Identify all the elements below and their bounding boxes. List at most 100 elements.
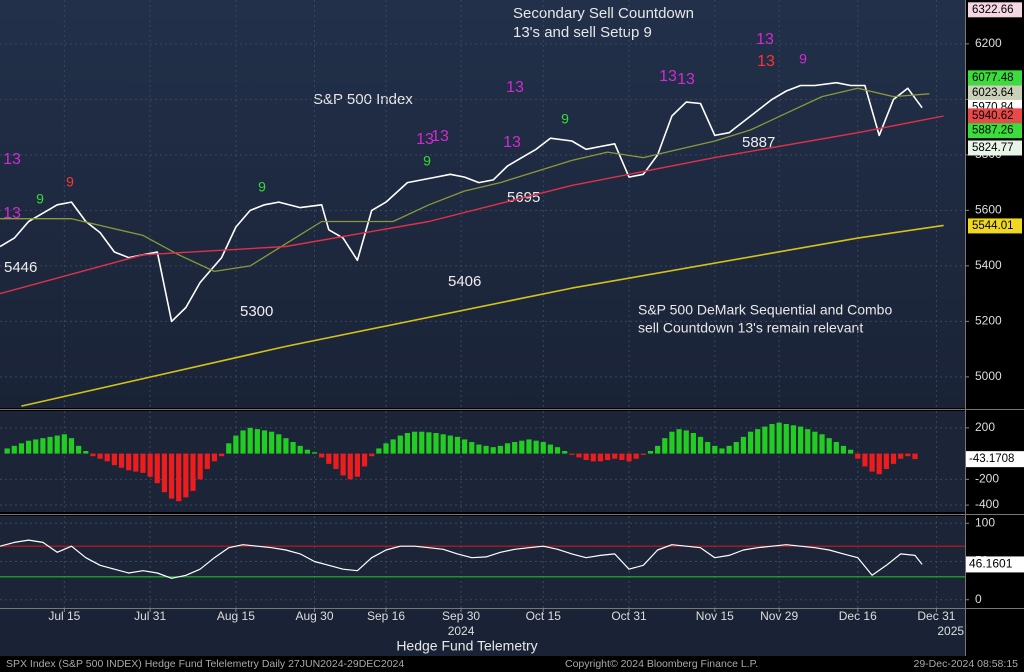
x-tick-label: Aug 30	[295, 609, 333, 623]
note: 13's and sell Setup 9	[513, 24, 652, 41]
series-line	[0, 87, 930, 273]
footer-left: SPX Index (S&P 500 INDEX) Hedge Fund Tel…	[6, 658, 404, 670]
footer-right: 29-Dec-2024 08:58:15	[914, 658, 1019, 670]
histogram-bar	[762, 426, 768, 454]
histogram-bar	[862, 453, 868, 467]
histogram-bar	[912, 453, 918, 460]
histogram-bar	[554, 447, 561, 454]
histogram-bar	[340, 453, 346, 476]
price-label: 5940.62	[972, 110, 1014, 122]
price-label-box	[968, 85, 1022, 101]
histogram-bar	[676, 429, 682, 454]
histogram-bar	[690, 433, 696, 454]
histogram-bar	[261, 430, 268, 454]
histogram-bar	[326, 453, 332, 464]
demark-count: 13	[757, 53, 775, 70]
price-panel	[0, 0, 965, 408]
price-label-box	[968, 218, 1022, 234]
price-label-box	[968, 70, 1022, 86]
histogram-bar	[183, 453, 189, 498]
histogram-bar	[333, 453, 339, 470]
histogram-bar	[25, 440, 32, 454]
histogram-bar	[83, 451, 89, 454]
price-label: 5544.01	[972, 220, 1014, 232]
x-tick-label: Oct 15	[526, 609, 562, 623]
histogram-bar	[740, 436, 747, 454]
x-tick-label: Jul 31	[134, 609, 166, 623]
level-annotation: 5887	[742, 134, 775, 151]
y-tick-label: 6200	[975, 36, 1002, 50]
x-tick-label: Nov 15	[696, 609, 734, 623]
note: S&P 500 DeMark Sequential and Combo	[638, 302, 892, 318]
histogram-bar	[533, 440, 539, 454]
histogram-bar	[547, 444, 554, 454]
histogram-bar	[497, 445, 503, 454]
y-tick-label: 100	[975, 515, 995, 529]
histogram-bar	[290, 442, 296, 454]
x-axis-area	[0, 608, 965, 656]
histogram-bar	[68, 438, 75, 454]
level-annotation: 5300	[240, 303, 273, 320]
demark-count: 9	[258, 179, 266, 195]
histogram-bar	[311, 452, 318, 454]
last-value-box	[966, 451, 1024, 468]
histogram-bar	[133, 453, 139, 472]
y-tick-label: 200	[975, 420, 995, 434]
price-label: 6023.64	[972, 87, 1014, 99]
histogram-bar	[111, 453, 117, 466]
histogram-bar	[604, 453, 611, 461]
histogram-bar	[18, 443, 25, 454]
histogram-bar	[490, 447, 496, 454]
histogram-bar	[426, 432, 432, 454]
footer-bar	[0, 656, 1024, 672]
histogram-bar	[712, 445, 718, 454]
histogram-bar	[433, 433, 439, 454]
year-label: 2024	[448, 624, 475, 638]
histogram-bar	[104, 453, 110, 462]
histogram-bar	[669, 431, 675, 454]
histogram-bar	[4, 448, 10, 454]
price-label: 6322.66	[972, 4, 1014, 16]
histogram-bar	[168, 453, 175, 499]
histogram-bar	[47, 436, 53, 454]
histogram-bar	[797, 426, 804, 454]
histogram-bar	[76, 445, 82, 454]
histogram-bar	[583, 453, 589, 461]
histogram-bar	[655, 445, 661, 454]
y-tick-label: 0	[975, 592, 982, 606]
histogram-bar	[383, 443, 389, 454]
x-tick-label: Dec 31	[917, 609, 955, 623]
histogram-bar	[540, 442, 546, 454]
histogram-bar	[597, 453, 604, 462]
demark-count: 9	[799, 51, 807, 67]
histogram-bar	[519, 440, 525, 454]
last-value-label: -43.1708	[969, 453, 1014, 465]
histogram-bar	[826, 438, 832, 454]
histogram-bar	[404, 433, 411, 454]
x-tick-label: Oct 31	[611, 609, 647, 623]
demark-count: 13	[3, 151, 21, 168]
histogram-bar	[476, 444, 482, 454]
demark-count: 13	[416, 131, 434, 148]
x-tick-label: Sep 16	[367, 609, 405, 623]
histogram-bar	[876, 453, 882, 475]
histogram-bar	[890, 453, 897, 464]
level-annotation: 5446	[4, 259, 37, 276]
y-tick-label: 5600	[975, 203, 1002, 217]
series-line	[21, 224, 944, 407]
histogram-bar	[204, 453, 210, 470]
histogram-bar	[705, 442, 711, 454]
histogram-bar	[755, 429, 761, 454]
price-label-box	[968, 2, 1022, 18]
histogram-bar	[254, 429, 260, 454]
histogram-bar	[462, 439, 468, 454]
year-label: 2025	[937, 624, 964, 638]
histogram-bar	[197, 453, 203, 480]
histogram-bar	[526, 439, 532, 454]
histogram-bar	[140, 453, 146, 473]
histogram-bar	[369, 453, 375, 457]
histogram-bar	[833, 442, 839, 454]
x-axis-title: Hedge Fund Telemetry	[396, 638, 537, 654]
histogram-bar	[612, 453, 618, 459]
histogram-bar	[898, 453, 904, 459]
